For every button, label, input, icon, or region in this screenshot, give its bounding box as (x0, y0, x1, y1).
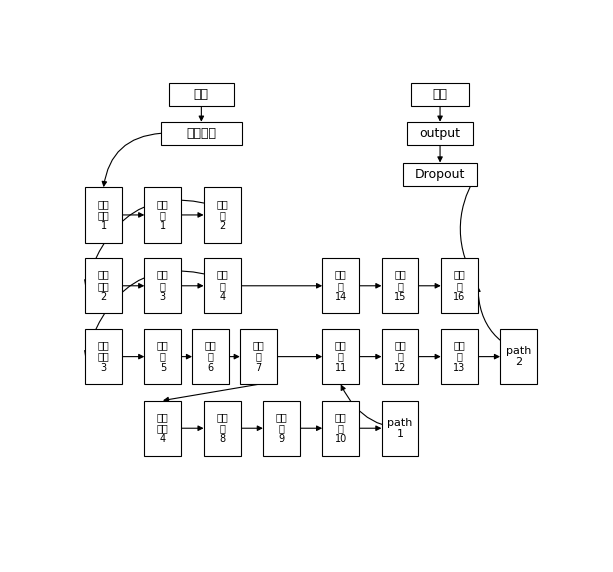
FancyBboxPatch shape (85, 187, 122, 243)
Text: 残差
块
5: 残差 块 5 (157, 340, 169, 373)
FancyBboxPatch shape (322, 400, 359, 456)
Text: 残差
块
3: 残差 块 3 (157, 269, 169, 302)
FancyBboxPatch shape (161, 122, 242, 145)
FancyBboxPatch shape (411, 84, 469, 106)
FancyBboxPatch shape (322, 329, 359, 384)
Text: 残差
块
6: 残差 块 6 (205, 340, 216, 373)
FancyBboxPatch shape (322, 258, 359, 313)
Text: 残差
块
11: 残差 块 11 (335, 340, 347, 373)
FancyBboxPatch shape (145, 400, 181, 456)
FancyBboxPatch shape (145, 187, 181, 243)
Text: 残差
块
15: 残差 块 15 (394, 269, 406, 302)
Text: Dropout: Dropout (415, 168, 465, 181)
FancyBboxPatch shape (85, 329, 122, 384)
Text: 残差
块
1: 残差 块 1 (157, 198, 169, 231)
Text: 最大
池化
3: 最大 池化 3 (97, 340, 110, 373)
FancyBboxPatch shape (381, 400, 419, 456)
Text: 残差
块
13: 残差 块 13 (453, 340, 465, 373)
Text: 残差
块
4: 残差 块 4 (216, 269, 228, 302)
FancyBboxPatch shape (192, 329, 229, 384)
Text: 残差
块
9: 残差 块 9 (276, 412, 287, 444)
Text: 输出: 输出 (433, 88, 447, 101)
FancyBboxPatch shape (169, 84, 234, 106)
FancyBboxPatch shape (441, 329, 478, 384)
Text: 残差
块
14: 残差 块 14 (335, 269, 347, 302)
FancyBboxPatch shape (145, 329, 181, 384)
FancyBboxPatch shape (263, 400, 300, 456)
FancyBboxPatch shape (407, 122, 473, 145)
FancyBboxPatch shape (500, 329, 537, 384)
Text: path
2: path 2 (506, 346, 531, 367)
FancyBboxPatch shape (441, 258, 478, 313)
FancyBboxPatch shape (85, 258, 122, 313)
Text: 残差
块
12: 残差 块 12 (394, 340, 406, 373)
FancyBboxPatch shape (145, 258, 181, 313)
Text: 最大
池化
2: 最大 池化 2 (97, 269, 110, 302)
FancyBboxPatch shape (204, 258, 241, 313)
Text: path
1: path 1 (387, 418, 413, 439)
Text: 最大
池化
1: 最大 池化 1 (97, 198, 110, 231)
FancyBboxPatch shape (204, 400, 241, 456)
Text: 最大
池化
4: 最大 池化 4 (157, 412, 169, 444)
Text: 预备模块: 预备模块 (186, 127, 216, 140)
FancyBboxPatch shape (403, 162, 477, 186)
FancyBboxPatch shape (381, 329, 419, 384)
Text: 残差
块
2: 残差 块 2 (216, 198, 228, 231)
Text: 输入: 输入 (194, 88, 209, 101)
FancyBboxPatch shape (381, 258, 419, 313)
Text: output: output (419, 127, 460, 140)
Text: 残差
块
8: 残差 块 8 (216, 412, 228, 444)
FancyBboxPatch shape (240, 329, 277, 384)
Text: 残差
块
10: 残差 块 10 (335, 412, 347, 444)
Text: 残差
块
7: 残差 块 7 (253, 340, 264, 373)
Text: 残差
块
16: 残差 块 16 (453, 269, 465, 302)
FancyBboxPatch shape (204, 187, 241, 243)
